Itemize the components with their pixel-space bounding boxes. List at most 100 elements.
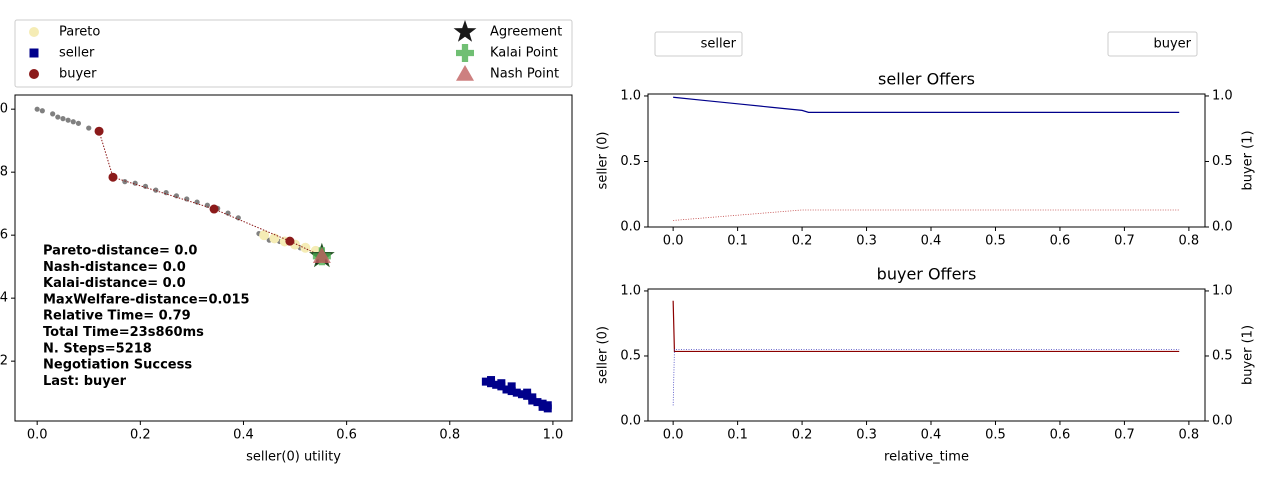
y-tick-label: 0.0: [620, 220, 641, 235]
marker: [142, 183, 149, 189]
y-tick-label: 0.6: [0, 228, 8, 243]
marker: [487, 376, 496, 385]
x-tick-label: 0.7: [1114, 428, 1135, 443]
marker: [86, 125, 92, 131]
marker: [108, 172, 118, 182]
marker: [492, 380, 501, 389]
marker: [517, 390, 526, 399]
y-tick-label: 1.0: [0, 102, 8, 117]
marker: [528, 396, 537, 405]
marker: [173, 193, 180, 199]
y2-tick-label: 0.0: [1212, 220, 1233, 235]
x-axis-label: relative_time: [884, 450, 969, 465]
series-line: [673, 209, 1180, 221]
x-tick-label: 0.0: [663, 234, 684, 249]
x-tick-label: 0.3: [856, 428, 877, 443]
legend-label: seller: [59, 46, 95, 61]
annotation: Pareto-distance= 0.0: [43, 244, 197, 259]
legend-marker: [29, 48, 39, 58]
chart-title: buyer Offers: [877, 265, 977, 284]
x-tick-label: 0.5: [985, 428, 1006, 443]
marker: [235, 215, 241, 221]
legend-marker: [29, 27, 39, 37]
legend-box: [1107, 31, 1198, 57]
marker: [70, 119, 76, 125]
marker: [507, 387, 516, 396]
legend-label: Pareto: [59, 25, 100, 40]
x-tick-label: 0.3: [856, 234, 877, 249]
series-line: [672, 349, 1180, 406]
x-tick-label: 0.6: [1050, 234, 1071, 249]
marker: [60, 116, 66, 122]
marker: [65, 117, 71, 123]
x-tick-label: 1.0: [543, 428, 564, 443]
legend-label: Nash Point: [490, 67, 559, 82]
marker: [75, 120, 82, 126]
marker: [194, 199, 200, 205]
x-tick-label: 0.2: [792, 234, 813, 249]
marker: [507, 382, 516, 391]
y-tick-label: 0.5: [620, 154, 641, 169]
marker: [122, 179, 128, 185]
annotation: Last: buyer: [43, 374, 127, 389]
y-axis-label: seller (0): [596, 132, 611, 190]
x-tick-label: 0.5: [985, 234, 1006, 249]
y-tick-label: 0.5: [620, 348, 641, 363]
legend-box: [654, 31, 743, 57]
y-tick-label: 1.0: [620, 283, 641, 298]
x-tick-label: 0.8: [439, 428, 460, 443]
x-tick-label: 0.4: [233, 428, 254, 443]
x-tick-label: 0.6: [1050, 428, 1071, 443]
y-tick-label: 1.0: [620, 88, 641, 103]
y2-tick-label: 0.0: [1212, 414, 1233, 429]
x-tick-label: 0.0: [27, 428, 48, 443]
marker: [225, 210, 231, 216]
annotation: Total Time=23s860ms: [43, 325, 204, 340]
marker: [55, 114, 61, 120]
marker: [538, 402, 547, 411]
marker: [543, 404, 552, 413]
x-tick-label: 0.2: [792, 428, 813, 443]
series-line: [672, 300, 1180, 353]
marker: [533, 398, 542, 407]
y2-axis-label: buyer (1): [1241, 130, 1256, 190]
marker: [312, 247, 331, 264]
x-tick-label: 0.4: [921, 234, 942, 249]
x-tick-label: 0.7: [1114, 234, 1135, 249]
x-tick-label: 0.8: [1179, 234, 1200, 249]
axes-frame: [647, 93, 1206, 228]
y2-tick-label: 0.5: [1212, 348, 1233, 363]
y-axis-label: seller (0): [596, 326, 611, 384]
x-axis-label: seller(0) utility: [246, 450, 341, 465]
series-line: [673, 96, 1180, 113]
y2-tick-label: 1.0: [1212, 283, 1233, 298]
annotation: Kalai-distance= 0.0: [43, 276, 186, 291]
y-tick-label: 0.2: [0, 354, 8, 369]
legend-label: seller: [701, 37, 737, 52]
marker: [34, 106, 40, 112]
y2-tick-label: 1.0: [1212, 88, 1233, 103]
annotation: Negotiation Success: [43, 358, 192, 373]
y-tick-label: 0.8: [0, 165, 8, 180]
marker: [523, 388, 532, 397]
legend-label: buyer: [1153, 37, 1191, 52]
legend-label: Kalai Point: [490, 46, 558, 61]
legend-marker: [29, 69, 39, 79]
marker: [50, 111, 56, 117]
annotation: N. Steps=5218: [43, 341, 152, 356]
marker: [497, 379, 506, 388]
legend-label: buyer: [59, 67, 97, 82]
chart-title: seller Offers: [878, 70, 975, 89]
y2-axis-label: buyer (1): [1241, 325, 1256, 385]
legend-box: [14, 19, 573, 88]
legend-marker: [456, 65, 474, 81]
y-tick-label: 0.4: [0, 291, 8, 306]
annotation: Nash-distance= 0.0: [43, 260, 186, 275]
marker: [512, 388, 521, 397]
marker: [94, 126, 104, 136]
x-tick-label: 0.8: [1179, 428, 1200, 443]
legend-label: Agreement: [490, 25, 562, 40]
axes-frame: [647, 288, 1206, 422]
x-tick-label: 0.0: [663, 428, 684, 443]
